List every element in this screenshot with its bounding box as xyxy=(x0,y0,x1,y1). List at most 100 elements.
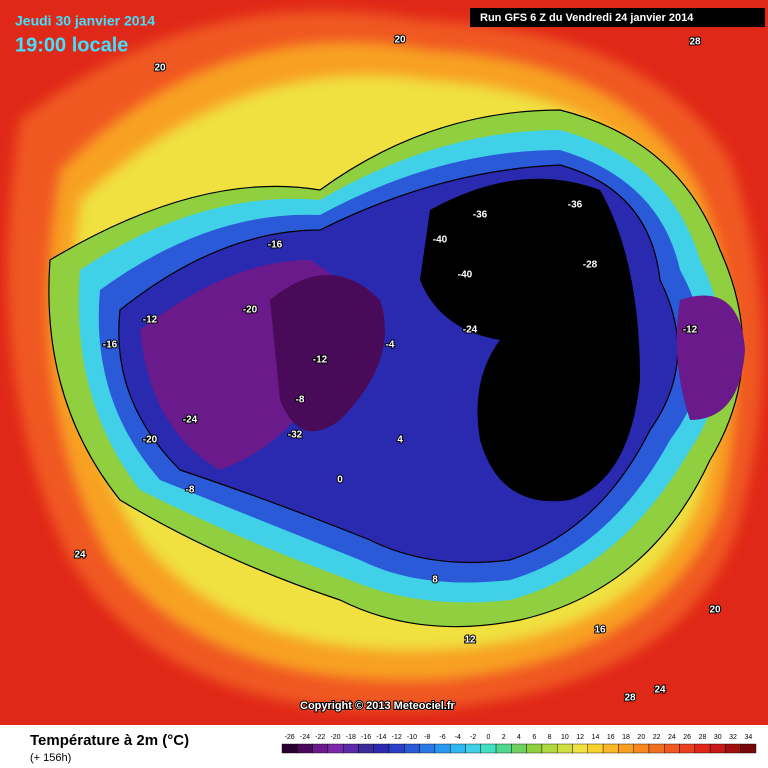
colorbar-label: 10 xyxy=(561,734,569,741)
colorbar-cell xyxy=(618,743,634,754)
map-label: 20 xyxy=(154,63,166,74)
colorbar-cell xyxy=(480,743,497,754)
colorbar-cell xyxy=(557,743,573,754)
colorbar-cell xyxy=(633,743,650,754)
colorbar-label: -24 xyxy=(300,734,310,741)
colorbar-label: -8 xyxy=(424,734,430,741)
colorbar-cell xyxy=(526,743,543,754)
map-label: 28 xyxy=(689,37,701,48)
colorbar-cell xyxy=(465,743,481,754)
colorbar-label: 14 xyxy=(592,734,600,741)
colorbar-label: -4 xyxy=(455,734,461,741)
run: Run GFS 6 Z du Vendredi 24 janvier 2014 xyxy=(480,12,694,24)
colorbar-cell xyxy=(419,743,436,754)
map-label: -20 xyxy=(143,435,158,446)
colorbar-label: 16 xyxy=(607,734,615,741)
colorbar-cell xyxy=(511,743,527,754)
colorbar-cell xyxy=(648,743,665,754)
map-label: 28 xyxy=(624,693,636,704)
colorbar-cell xyxy=(587,743,604,754)
map-label: 20 xyxy=(394,35,406,46)
map-label: 24 xyxy=(74,550,86,561)
colorbar-cell xyxy=(373,743,390,754)
colorbar-cell xyxy=(434,743,451,754)
colorbar-label: 32 xyxy=(729,734,737,741)
map-label: -8 xyxy=(296,395,305,406)
zone-purple-center xyxy=(270,275,385,432)
colorbar-label: 12 xyxy=(576,734,584,741)
colorbar: -26 -24 -22 -20 -18 -16 -14 -12 -10 -8 -6 -4 -2 0 2 4 6 8… xyxy=(281,734,757,754)
colorbar-cell xyxy=(709,743,726,754)
colorbar-cell xyxy=(495,743,512,754)
map-label: -16 xyxy=(103,340,118,351)
colorbar-cell xyxy=(404,743,420,754)
map-label: -36 xyxy=(568,200,583,211)
map-label: -4 xyxy=(386,340,395,351)
colorbar-label: 4 xyxy=(517,734,521,741)
colorbar-cell xyxy=(740,743,757,754)
colorbar-label: -14 xyxy=(376,734,386,741)
colorbar-label: -22 xyxy=(315,734,325,741)
map-label: -20 xyxy=(243,305,258,316)
colorbar-label: 6 xyxy=(532,734,536,741)
colorbar-cell xyxy=(679,743,696,754)
colorbar-label: 26 xyxy=(683,734,691,741)
colorbar-label: -16 xyxy=(361,734,371,741)
colorbar-cell xyxy=(694,743,711,754)
colorbar-label: -12 xyxy=(392,734,402,741)
date: Jeudi 30 janvier 2014 xyxy=(15,13,155,29)
map-label: 16 xyxy=(594,625,606,636)
map-label: -36 xyxy=(473,210,488,221)
colorbar-cell xyxy=(327,743,344,754)
colorbar-label: -2 xyxy=(470,734,476,741)
colorbar-cell xyxy=(358,743,374,754)
footer-title: Température à 2m (°C) xyxy=(30,732,189,749)
colorbar-cell xyxy=(725,743,741,754)
time: 19:00 locale xyxy=(15,34,128,56)
zone-purple-east xyxy=(676,295,745,420)
temperature-field xyxy=(0,0,768,725)
colorbar-label: -6 xyxy=(439,734,445,741)
map-label: 8 xyxy=(432,575,438,586)
colorbar-cell xyxy=(281,743,298,754)
footer-lead: (+ 156h) xyxy=(30,752,71,764)
map-label: 4 xyxy=(397,435,403,446)
map-label: -8 xyxy=(186,485,195,496)
map-label: -12 xyxy=(313,355,328,366)
colorbar-cell xyxy=(312,743,329,754)
map-label: 12 xyxy=(464,635,476,646)
map-label: -28 xyxy=(583,260,598,271)
map-label: -32 xyxy=(288,430,303,441)
colorbar-label: 0 xyxy=(486,734,490,741)
colorbar-cell xyxy=(602,743,619,754)
colorbar-label: 20 xyxy=(637,734,645,741)
map-label: -40 xyxy=(458,270,473,281)
map-label: -24 xyxy=(463,325,478,336)
colorbar-label: 28 xyxy=(699,734,707,741)
run-box xyxy=(470,8,765,27)
colorbar-cell xyxy=(342,743,359,754)
colorbar-label: 2 xyxy=(502,734,506,741)
colorbar-cell xyxy=(664,743,680,754)
map-label: -12 xyxy=(683,325,698,336)
copyright: Copyright © 2013 Meteociel.fr xyxy=(300,700,456,712)
map-label: 0 xyxy=(337,475,343,486)
colorbar-label: -10 xyxy=(407,734,417,741)
colorbar-label: -26 xyxy=(285,734,295,741)
colorbar-cell xyxy=(388,743,405,754)
map-label: 20 xyxy=(709,605,721,616)
colorbar-label: 18 xyxy=(622,734,630,741)
map-label: -16 xyxy=(268,240,283,251)
colorbar-cell xyxy=(572,743,589,754)
colorbar-label: 22 xyxy=(653,734,661,741)
colorbar-cell xyxy=(541,743,558,754)
map-label: 24 xyxy=(654,685,666,696)
colorbar-cell xyxy=(297,743,313,754)
colorbar-label: 24 xyxy=(668,734,676,741)
colorbar-label: -20 xyxy=(330,734,340,741)
colorbar-label: 8 xyxy=(548,734,552,741)
map-label: -24 xyxy=(183,415,198,426)
map-label: -40 xyxy=(433,235,448,246)
map-label: -12 xyxy=(143,315,158,326)
